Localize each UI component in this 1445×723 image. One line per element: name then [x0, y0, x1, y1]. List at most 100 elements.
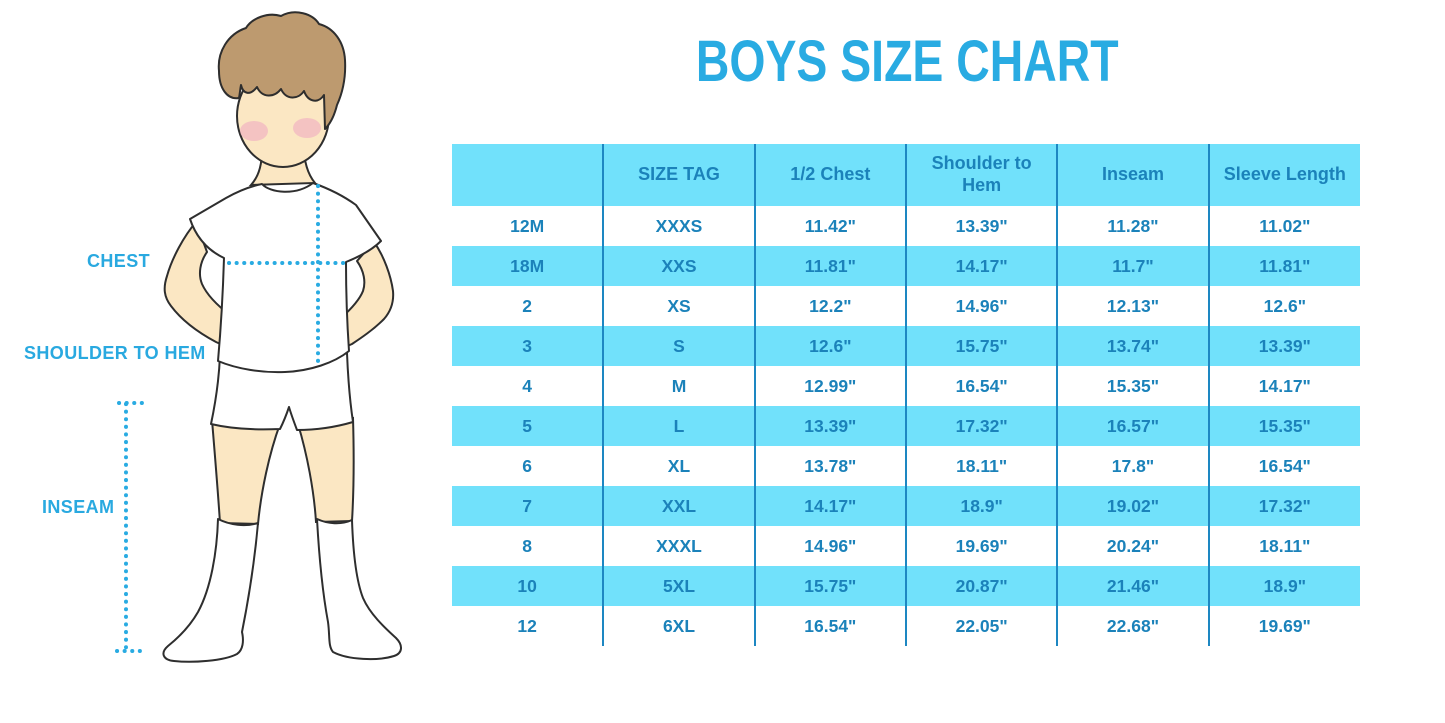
size-cell-inseam: 17.8" [1056, 446, 1209, 486]
size-cell-age: 4 [522, 375, 533, 396]
size-cell-sleeve-length: 19.69" [1207, 606, 1360, 646]
size-cell-inseam: 11.28" [1056, 206, 1209, 246]
size-cell-tag: XL [602, 446, 755, 486]
size-cell-inseam: 16.57" [1056, 406, 1209, 446]
size-table-header: SIZE TAG 1/2 Chest Shoulder to Hem Insea… [452, 144, 1360, 206]
size-cell-inseam: 15.35" [1056, 366, 1209, 406]
left-leg-shape [210, 418, 282, 526]
size-cell-shoulder-hem: 18.11" [904, 446, 1058, 486]
size-table-row: 3 S 12.6" 15.75" 13.74" 13.39" [452, 326, 1360, 366]
size-table-row: 12M XXXS 11.42" 13.39" 11.28" 11.02" [452, 206, 1360, 246]
boy-figure-illustration [115, 11, 402, 663]
size-cell-age: 6 [522, 455, 533, 476]
size-cell-half-chest: 11.42" [753, 206, 906, 246]
size-cell-shoulder-hem: 22.05" [904, 606, 1058, 646]
size-cell-inseam: 19.02" [1056, 486, 1209, 526]
size-cell-half-chest: 15.75" [753, 566, 906, 606]
size-table-container: SIZE TAG 1/2 Chest Shoulder to Hem Insea… [452, 144, 1360, 646]
size-table-row: 10 5XL 15.75" 20.87" 21.46" 18.9" [452, 566, 1360, 606]
size-cell-shoulder-hem: 14.96" [904, 286, 1058, 326]
size-cell-age: 12 [517, 615, 537, 636]
inseam-label: INSEAM [42, 497, 115, 517]
size-cell-half-chest: 16.54" [753, 606, 906, 646]
size-cell-inseam: 13.74" [1056, 326, 1209, 366]
size-cell-half-chest: 13.39" [753, 406, 906, 446]
hair-shape [217, 11, 347, 130]
left-arm-shape [163, 221, 231, 348]
right-leg-shape [296, 416, 355, 524]
size-cell-tag: 5XL [602, 566, 755, 606]
size-cell-inseam: 20.24" [1056, 526, 1209, 566]
header-cell-half-chest: 1/2 Chest [753, 144, 906, 206]
size-cell-half-chest: 12.2" [753, 286, 906, 326]
size-cell-inseam: 22.68" [1056, 606, 1209, 646]
size-table-row: 7 XXL 14.17" 18.9" 19.02" 17.32" [452, 486, 1360, 526]
size-cell-sleeve-length: 13.39" [1207, 326, 1360, 366]
header-cell-shoulder-hem: Shoulder to Hem [904, 144, 1058, 206]
size-cell-age: 18M [452, 246, 604, 286]
size-cell-shoulder-hem: 19.69" [904, 526, 1058, 566]
size-cell-shoulder-hem: 18.9" [904, 486, 1058, 526]
size-table: SIZE TAG 1/2 Chest Shoulder to Hem Insea… [452, 144, 1360, 646]
size-cell-half-chest: 14.17" [753, 486, 906, 526]
header-cell-sleeve-length: Sleeve Length [1207, 144, 1360, 206]
size-cell-shoulder-hem: 14.17" [904, 246, 1058, 286]
right-arm-shape [340, 241, 395, 349]
blush-right [293, 118, 321, 138]
size-cell-age: 10 [452, 566, 604, 606]
blush-left [240, 121, 268, 141]
page-title: BOYS SIZE CHART [452, 30, 1362, 94]
shoulder-to-hem-label: SHOULDER TO HEM [24, 343, 206, 363]
size-table-row: 8 XXXL 14.96" 19.69" 20.24" 18.11" [452, 526, 1360, 566]
size-cell-tag: 6XL [602, 606, 755, 646]
header-cell-inseam: Inseam [1056, 144, 1209, 206]
size-cell-age: 3 [452, 326, 604, 366]
size-cell-inseam: 11.7" [1056, 246, 1209, 286]
size-cell-tag: XS [602, 286, 755, 326]
size-cell-sleeve-length: 18.9" [1207, 566, 1360, 606]
size-cell-sleeve-length: 16.54" [1207, 446, 1360, 486]
size-cell-sleeve-length: 12.6" [1207, 286, 1360, 326]
size-cell-half-chest: 12.99" [753, 366, 906, 406]
size-cell-tag: XXXS [602, 206, 755, 246]
size-table-row: 5 L 13.39" 17.32" 16.57" 15.35" [452, 406, 1360, 446]
size-cell-tag: M [602, 366, 755, 406]
size-cell-age: 8 [522, 535, 533, 556]
size-cell-sleeve-length: 14.17" [1207, 366, 1360, 406]
size-cell-shoulder-hem: 16.54" [904, 366, 1058, 406]
size-cell-age: 5 [452, 406, 604, 446]
size-cell-age: 12M [510, 215, 545, 236]
size-cell-sleeve-length: 18.11" [1207, 526, 1360, 566]
size-cell-shoulder-hem: 17.32" [904, 406, 1058, 446]
size-table-row: 6 XL 13.78" 18.11" 17.8" 16.54" [452, 446, 1360, 486]
size-cell-half-chest: 11.81" [753, 246, 906, 286]
size-cell-tag: XXS [602, 246, 755, 286]
size-cell-half-chest: 14.96" [753, 526, 906, 566]
size-cell-tag: L [602, 406, 755, 446]
size-cell-half-chest: 12.6" [753, 326, 906, 366]
size-table-row: 4 M 12.99" 16.54" 15.35" 14.17" [452, 366, 1360, 406]
size-cell-inseam: 21.46" [1056, 566, 1209, 606]
size-cell-shoulder-hem: 13.39" [904, 206, 1058, 246]
page-title-text: BOYS SIZE CHART [695, 29, 1119, 94]
header-row: SIZE TAG 1/2 Chest Shoulder to Hem Insea… [452, 144, 1360, 206]
size-cell-tag: S [602, 326, 755, 366]
size-cell-tag: XXL [602, 486, 755, 526]
size-table-row: 18M XXS 11.81" 14.17" 11.7" 11.81" [452, 246, 1360, 286]
size-cell-sleeve-length: 17.32" [1207, 486, 1360, 526]
tshirt-shape [189, 182, 382, 374]
size-table-row: 12 6XL 16.54" 22.05" 22.68" 19.69" [452, 606, 1360, 646]
size-cell-shoulder-hem: 15.75" [904, 326, 1058, 366]
chest-label: CHEST [87, 251, 151, 271]
size-cell-sleeve-length: 11.81" [1207, 246, 1360, 286]
size-cell-sleeve-length: 15.35" [1207, 406, 1360, 446]
measurement-illustration: CHEST SHOULDER TO HEM INSEAM [0, 0, 450, 723]
size-cell-shoulder-hem: 20.87" [904, 566, 1058, 606]
header-cell-size-tag: SIZE TAG [602, 144, 755, 206]
size-table-row: 2 XS 12.2" 14.96" 12.13" 12.6" [452, 286, 1360, 326]
size-cell-sleeve-length: 11.02" [1207, 206, 1360, 246]
size-cell-age: 2 [522, 295, 533, 316]
size-cell-inseam: 12.13" [1056, 286, 1209, 326]
right-sock-shape [316, 518, 402, 661]
